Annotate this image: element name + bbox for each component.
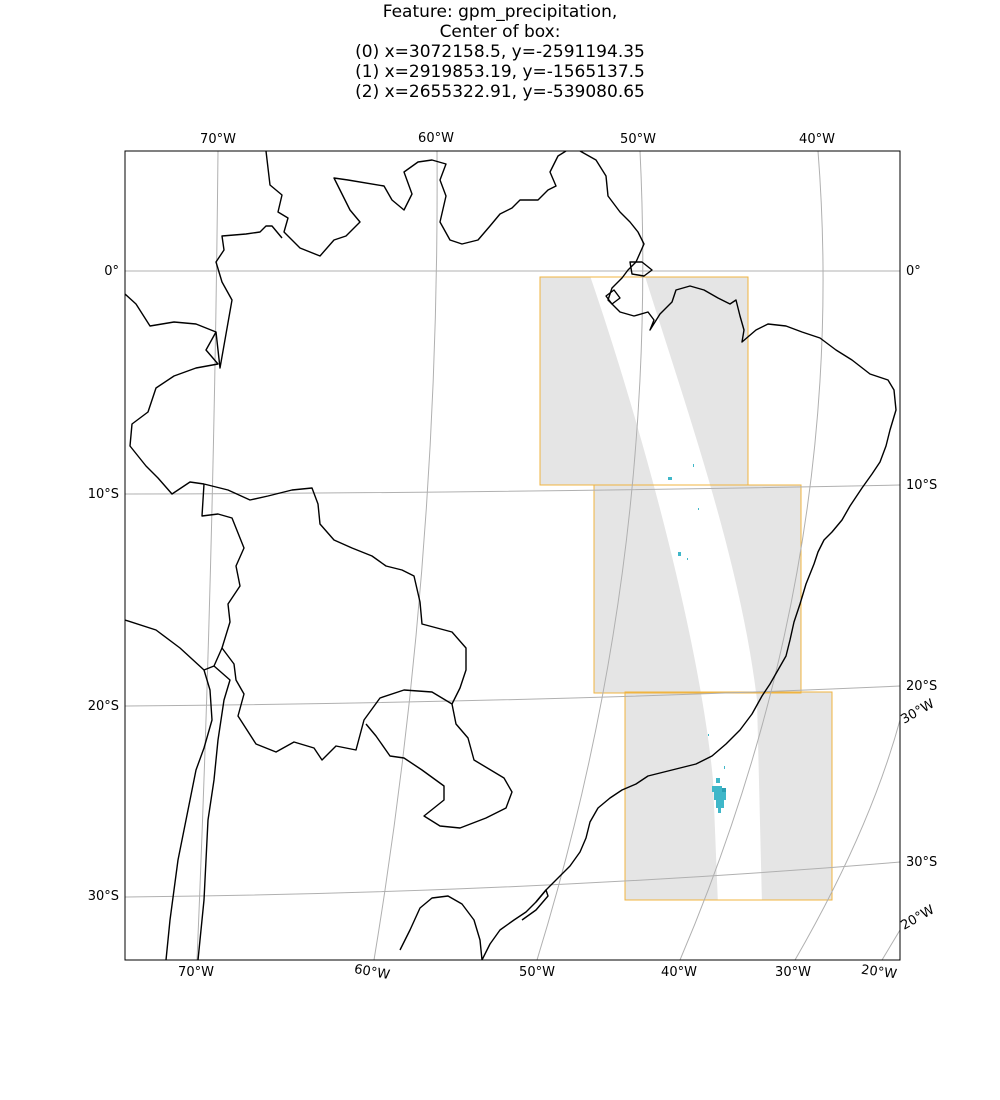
tick-labels: 70°W 60°W 50°W 40°W 70°W 60°W 50°W 40°W … [88,131,938,983]
top-lon-label: 40°W [799,132,835,147]
title-box-1: (1) x=2919853.19, y=-1565137.5 [355,62,645,82]
title-box-2: (2) x=2655322.91, y=-539080.65 [355,82,645,102]
bottom-lon-label: 30°W [775,965,811,980]
bottom-lon-label: 70°W [178,965,214,980]
left-lat-label: 10°S [88,487,119,502]
coastlines [125,151,897,960]
graticule [125,151,900,960]
parallel-20s [125,685,900,707]
satellite-swath [588,277,762,900]
title-center-label: Center of box: [439,22,561,42]
top-lon-label: 60°W [418,131,454,146]
bottom-lon-label: 50°W [519,965,555,980]
title-box-0: (0) x=3072158.5, y=-2591194.35 [355,42,645,62]
right-lat-label: 0° [906,264,921,279]
right-lat-label: 30°S [906,855,937,870]
right-lat-label: 10°S [906,478,937,493]
left-lat-label: 30°S [88,889,119,904]
box-edges [539,276,833,901]
right-lat-label: 20°S [906,679,937,694]
right-lon-label: 30°W [899,696,938,727]
parallel-30s [125,861,900,898]
meridian-30w [794,719,900,960]
left-lat-label: 20°S [88,699,119,714]
left-lat-label: 0° [104,264,119,279]
meridian-50w [536,151,644,960]
bottom-lon-label: 40°W [661,965,697,980]
top-lon-label: 70°W [200,132,236,147]
meridian-20w [881,929,900,960]
title-feature: Feature: gpm_precipitation, [382,2,618,22]
meridian-60w [373,151,438,960]
meridian-70w [196,151,219,960]
map-frame [124,150,901,961]
map-title: Feature: gpm_precipitation, Center of bo… [0,2,1000,102]
meridian-40w [679,151,824,960]
right-lon-label: 20°W [899,902,938,933]
precipitation-pixels [668,464,726,813]
bottom-lon-label: 20°W [860,963,898,983]
bottom-lon-label: 60°W [353,962,391,983]
top-lon-label: 50°W [620,132,656,147]
